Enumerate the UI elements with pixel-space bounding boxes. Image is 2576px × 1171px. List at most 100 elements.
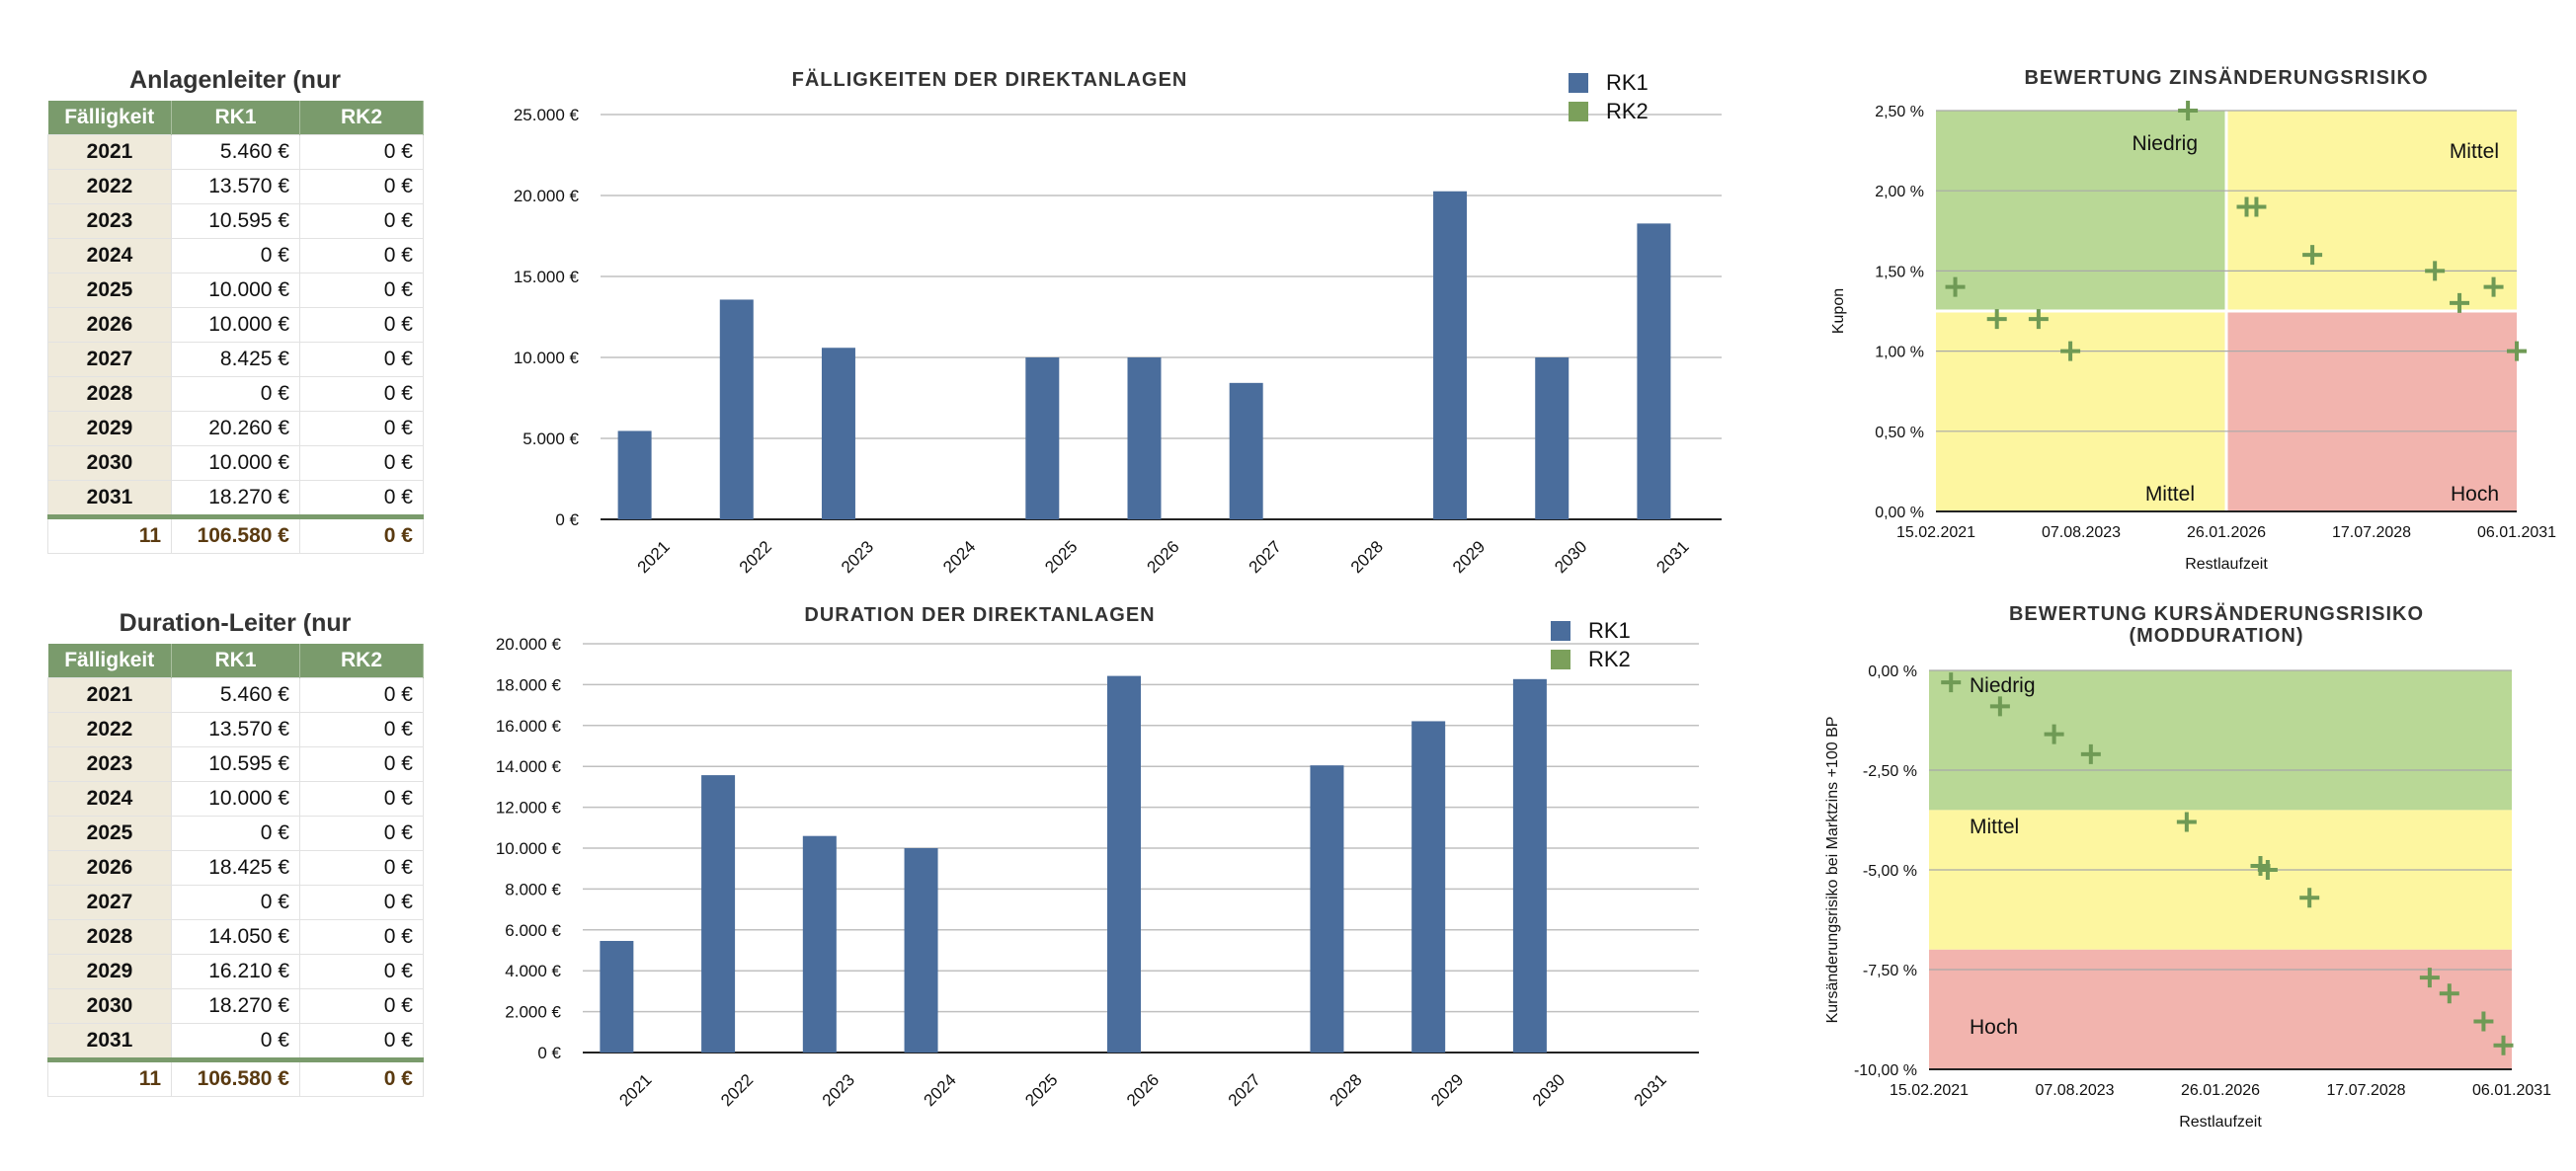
year-cell[interactable]: 2028 bbox=[47, 919, 172, 955]
rk1-cell[interactable]: 14.050 € bbox=[171, 919, 300, 955]
bar-rk1-2026 bbox=[1127, 357, 1162, 519]
year-cell[interactable]: 2027 bbox=[47, 885, 172, 920]
rk1-cell[interactable]: 8.425 € bbox=[171, 342, 300, 377]
header-maturity[interactable]: Fälligkeit bbox=[47, 644, 172, 678]
year-cell[interactable]: 2028 bbox=[47, 376, 172, 412]
year-cell[interactable]: 2031 bbox=[47, 480, 172, 517]
rk2-cell[interactable]: 0 € bbox=[299, 816, 424, 851]
year-cell[interactable]: 2027 bbox=[47, 342, 172, 377]
rk1-cell[interactable]: 0 € bbox=[171, 376, 300, 412]
header-rk1[interactable]: RK1 bbox=[171, 644, 300, 678]
year-cell[interactable]: 2025 bbox=[47, 273, 172, 308]
total-rk1-cell[interactable]: 106.580 € bbox=[171, 1057, 300, 1097]
x-tick-label: 2028 bbox=[1326, 1070, 1365, 1110]
rk1-cell[interactable]: 0 € bbox=[171, 885, 300, 920]
header-rk2[interactable]: RK2 bbox=[299, 644, 424, 678]
x-tick-label: 2023 bbox=[838, 537, 877, 577]
rk1-cell[interactable]: 0 € bbox=[171, 1023, 300, 1060]
rk1-cell[interactable]: 0 € bbox=[171, 238, 300, 273]
year-cell[interactable]: 2023 bbox=[47, 203, 172, 239]
table-row: 2031 0 €0 € bbox=[47, 1023, 424, 1060]
year-cell[interactable]: 2031 bbox=[47, 1023, 172, 1060]
rk2-cell[interactable]: 0 € bbox=[299, 238, 424, 273]
year-cell[interactable]: 2023 bbox=[47, 746, 172, 782]
rk1-cell[interactable]: 10.595 € bbox=[171, 746, 300, 782]
bar-rk1-2021 bbox=[600, 940, 634, 1053]
year-cell[interactable]: 2024 bbox=[47, 781, 172, 817]
year-cell[interactable]: 2022 bbox=[47, 712, 172, 747]
rk2-cell[interactable]: 0 € bbox=[299, 169, 424, 204]
rk1-cell[interactable]: 18.270 € bbox=[171, 988, 300, 1024]
year-cell[interactable]: 2029 bbox=[47, 954, 172, 989]
rk1-cell[interactable]: 10.000 € bbox=[171, 445, 300, 481]
total-rk2-cell[interactable]: 0 € bbox=[299, 514, 424, 554]
data-point-marker bbox=[2302, 245, 2323, 266]
rk1-cell[interactable]: 10.595 € bbox=[171, 203, 300, 239]
y-tick-label: -5,00 % bbox=[1863, 863, 1917, 880]
rk1-cell[interactable]: 18.425 € bbox=[171, 850, 300, 886]
rk2-cell[interactable]: 0 € bbox=[299, 712, 424, 747]
rk2-cell[interactable]: 0 € bbox=[299, 342, 424, 377]
rk2-cell[interactable]: 0 € bbox=[299, 781, 424, 817]
rk2-cell[interactable]: 0 € bbox=[299, 307, 424, 343]
year-cell[interactable]: 2026 bbox=[47, 850, 172, 886]
year-cell[interactable]: 2021 bbox=[47, 134, 172, 170]
rk2-cell[interactable]: 0 € bbox=[299, 203, 424, 239]
rk1-cell[interactable]: 5.460 € bbox=[171, 134, 300, 170]
rk1-cell[interactable]: 10.000 € bbox=[171, 781, 300, 817]
x-axis-label: Restlaufzeit bbox=[2185, 556, 2268, 573]
rk1-cell[interactable]: 0 € bbox=[171, 816, 300, 851]
x-tick-label: 2024 bbox=[921, 1070, 960, 1110]
year-cell[interactable]: 2025 bbox=[47, 816, 172, 851]
year-cell[interactable]: 2026 bbox=[47, 307, 172, 343]
zone-yellow bbox=[1929, 810, 2512, 950]
zone-label: Niedrig bbox=[1970, 674, 2036, 697]
rk2-cell[interactable]: 0 € bbox=[299, 445, 424, 481]
rk2-cell[interactable]: 0 € bbox=[299, 1023, 424, 1060]
total-count-cell[interactable]: 11 bbox=[47, 1057, 172, 1097]
total-rk1-cell[interactable]: 106.580 € bbox=[171, 514, 300, 554]
rk1-cell[interactable]: 13.570 € bbox=[171, 712, 300, 747]
rk1-cell[interactable]: 10.000 € bbox=[171, 307, 300, 343]
year-cell[interactable]: 2029 bbox=[47, 411, 172, 446]
table-row: 2030 10.000 €0 € bbox=[47, 445, 424, 481]
zone-green bbox=[1929, 670, 2512, 811]
rk2-cell[interactable]: 0 € bbox=[299, 411, 424, 446]
rk2-cell[interactable]: 0 € bbox=[299, 919, 424, 955]
rk1-cell[interactable]: 16.210 € bbox=[171, 954, 300, 989]
rk1-cell[interactable]: 20.260 € bbox=[171, 411, 300, 446]
rk2-cell[interactable]: 0 € bbox=[299, 677, 424, 713]
data-point-marker bbox=[2178, 101, 2199, 120]
year-cell[interactable]: 2021 bbox=[47, 677, 172, 713]
rk2-cell[interactable]: 0 € bbox=[299, 988, 424, 1024]
rk2-cell[interactable]: 0 € bbox=[299, 273, 424, 308]
header-maturity[interactable]: Fälligkeit bbox=[47, 101, 172, 135]
y-tick-label: 25.000 € bbox=[514, 106, 580, 124]
zone-yellow bbox=[1936, 311, 2226, 511]
zone-label: Hoch bbox=[2451, 483, 2499, 506]
x-tick-label: 2021 bbox=[615, 1070, 655, 1110]
y-tick-label: 18.000 € bbox=[496, 675, 562, 694]
header-rk1[interactable]: RK1 bbox=[171, 101, 300, 135]
x-tick-label: 26.01.2026 bbox=[2187, 524, 2266, 541]
year-cell[interactable]: 2030 bbox=[47, 445, 172, 481]
year-cell[interactable]: 2022 bbox=[47, 169, 172, 204]
price-risk-scatter: -10,00 % -7,50 % -5,00 % -2,50 % 0,00 % 15.02… bbox=[1824, 602, 2551, 1131]
rk1-cell[interactable]: 5.460 € bbox=[171, 677, 300, 713]
rk1-cell[interactable]: 10.000 € bbox=[171, 273, 300, 308]
total-count-cell[interactable]: 11 bbox=[47, 514, 172, 554]
rk1-cell[interactable]: 18.270 € bbox=[171, 480, 300, 517]
rk2-cell[interactable]: 0 € bbox=[299, 954, 424, 989]
rk2-cell[interactable]: 0 € bbox=[299, 746, 424, 782]
rk2-cell[interactable]: 0 € bbox=[299, 134, 424, 170]
year-cell[interactable]: 2024 bbox=[47, 238, 172, 273]
total-rk2-cell[interactable]: 0 € bbox=[299, 1057, 424, 1097]
rk2-cell[interactable]: 0 € bbox=[299, 885, 424, 920]
rk2-cell[interactable]: 0 € bbox=[299, 850, 424, 886]
rk2-cell[interactable]: 0 € bbox=[299, 376, 424, 412]
header-rk2[interactable]: RK2 bbox=[299, 101, 424, 135]
x-axis-label: Restlaufzeit bbox=[2179, 1114, 2262, 1131]
year-cell[interactable]: 2030 bbox=[47, 988, 172, 1024]
rk2-cell[interactable]: 0 € bbox=[299, 480, 424, 517]
rk1-cell[interactable]: 13.570 € bbox=[171, 169, 300, 204]
